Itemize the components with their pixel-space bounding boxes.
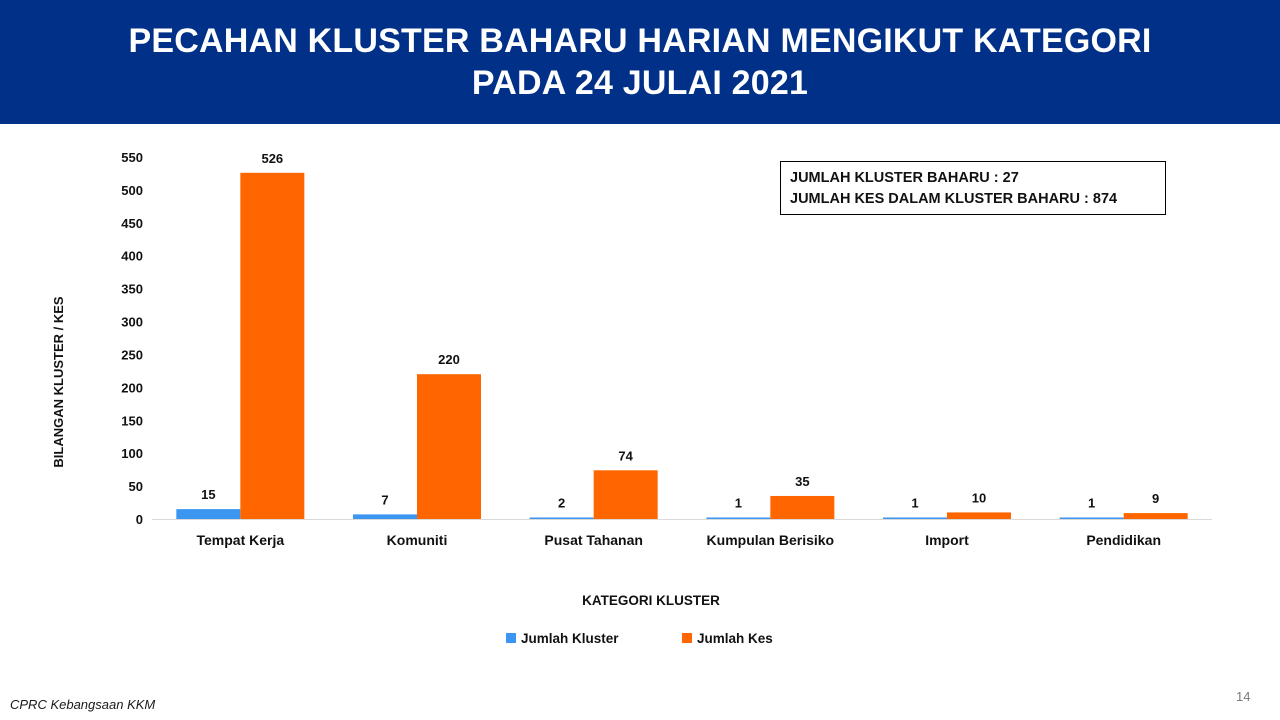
data-label: 9	[1152, 491, 1159, 506]
bar-jumlah-kluster	[529, 517, 594, 519]
bar-jumlah-kes	[947, 512, 1011, 519]
y-tick-label: 550	[121, 150, 143, 165]
legend-swatch	[682, 633, 692, 643]
data-label: 220	[438, 352, 460, 367]
summary-total-cases: JUMLAH KES DALAM KLUSTER BAHARU : 874	[790, 191, 1118, 207]
data-label: 526	[261, 151, 283, 166]
bar-jumlah-kes	[770, 495, 835, 519]
bar-jumlah-kes	[417, 374, 481, 519]
data-label: 1	[1088, 496, 1095, 511]
data-label: 35	[795, 474, 809, 489]
y-tick-label: 400	[121, 249, 143, 264]
x-tick-label: Kumpulan Berisiko	[707, 532, 835, 548]
y-tick-label: 150	[121, 413, 143, 428]
y-tick-label: 450	[121, 216, 143, 231]
data-label: 74	[618, 448, 633, 463]
data-label: 15	[201, 487, 215, 502]
bar-jumlah-kluster	[353, 514, 417, 519]
y-tick-label: 50	[129, 479, 143, 494]
bar-jumlah-kluster	[1059, 517, 1124, 519]
bar-jumlah-kluster	[706, 517, 771, 519]
x-tick-label: Pusat Tahanan	[544, 532, 643, 548]
x-tick-label: Import	[925, 532, 969, 548]
bar-jumlah-kluster	[883, 517, 947, 519]
data-label: 1	[911, 496, 918, 511]
x-tick-label: Pendidikan	[1086, 532, 1161, 548]
y-tick-label: 100	[121, 446, 143, 461]
bar-jumlah-kes	[1123, 513, 1188, 519]
x-tick-label: Komuniti	[387, 532, 448, 548]
bar-jumlah-kluster	[176, 509, 241, 519]
bar-jumlah-kes	[240, 172, 305, 519]
y-tick-label: 500	[121, 183, 143, 198]
summary-total-clusters: JUMLAH KLUSTER BAHARU : 27	[790, 170, 1019, 186]
source-credit: CPRC Kebangsaan KKM	[10, 697, 156, 712]
y-tick-label: 0	[136, 512, 143, 527]
legend-label: Jumlah Kes	[697, 631, 773, 646]
data-label: 10	[972, 490, 986, 505]
x-axis-title: KATEGORI KLUSTER	[582, 593, 720, 608]
x-tick-label: Tempat Kerja	[196, 532, 284, 548]
legend-label: Jumlah Kluster	[521, 631, 619, 646]
bar-jumlah-kes	[593, 470, 658, 519]
y-tick-label: 250	[121, 347, 143, 362]
summary-box: JUMLAH KLUSTER BAHARU : 27 JUMLAH KES DA…	[780, 161, 1166, 215]
data-label: 2	[558, 496, 565, 511]
y-axis-title: BILANGAN KLUSTER / KES	[51, 296, 66, 468]
title-line-2: PADA 24 JULAI 2021	[471, 64, 809, 102]
y-tick-label: 350	[121, 282, 143, 297]
bar-chart: 0 50 100 150 200 250 300 350 400 450 500 550 15 526 Te…	[51, 150, 1212, 646]
page-number: 14	[1236, 689, 1251, 704]
data-label: 7	[381, 492, 388, 507]
legend-swatch	[506, 633, 516, 643]
y-tick-label: 300	[121, 315, 143, 330]
data-label: 1	[735, 496, 742, 511]
title-banner: PECAHAN KLUSTER BAHARU HARIAN MENGIKUT K…	[0, 0, 1280, 124]
title-line-1: PECAHAN KLUSTER BAHARU HARIAN MENGIKUT K…	[128, 22, 1152, 60]
y-tick-label: 200	[121, 380, 143, 395]
